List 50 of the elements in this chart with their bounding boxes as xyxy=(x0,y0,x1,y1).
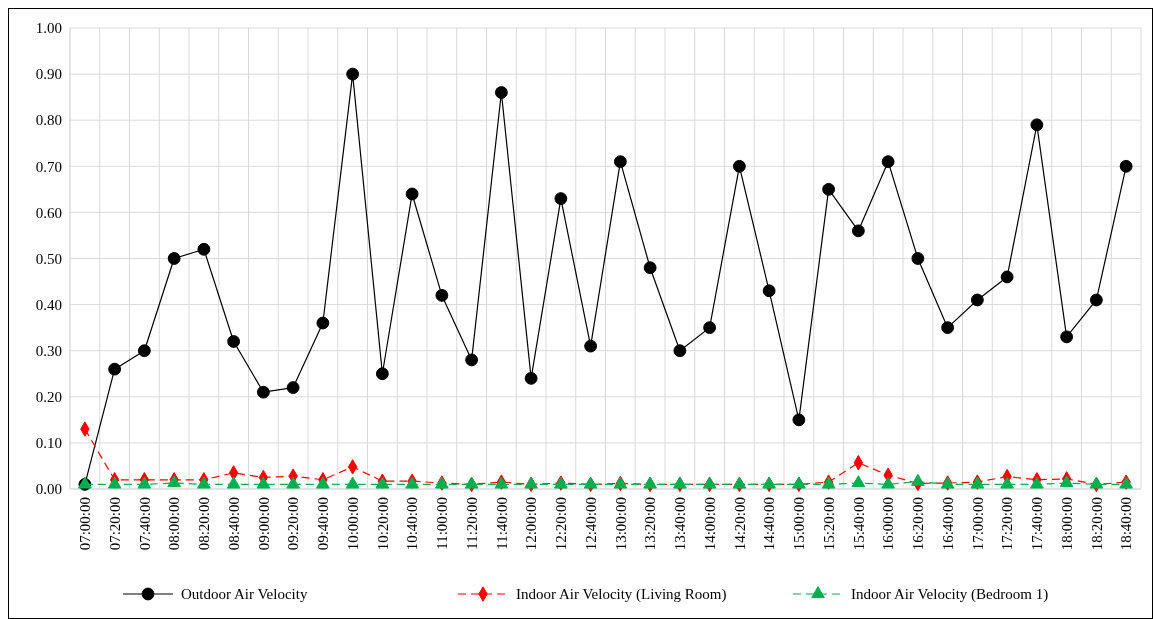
x-tick-label: 10:00:00 xyxy=(344,497,361,551)
x-tick-label: 17:40:00 xyxy=(1029,497,1046,551)
x-tick-label: 17:20:00 xyxy=(999,497,1016,551)
x-tick-label: 12:00:00 xyxy=(523,497,540,551)
x-tick-label: 18:00:00 xyxy=(1058,497,1075,551)
y-tick-label: 0.20 xyxy=(35,389,62,406)
x-tick-label: 15:20:00 xyxy=(820,497,837,551)
x-tick-label: 13:00:00 xyxy=(612,497,629,551)
y-tick-label: 0.80 xyxy=(35,112,62,129)
x-tick-label: 14:40:00 xyxy=(761,497,778,551)
x-tick-label: 09:40:00 xyxy=(315,497,332,551)
y-tick-label: 1.00 xyxy=(35,20,62,37)
x-tick-label: 10:40:00 xyxy=(404,497,421,551)
x-tick-label: 12:40:00 xyxy=(582,497,599,551)
x-tick-label: 16:40:00 xyxy=(939,497,956,551)
x-tick-label: 13:20:00 xyxy=(642,497,659,551)
x-tick-label: 11:00:00 xyxy=(434,497,451,550)
x-tick-label: 13:40:00 xyxy=(672,497,689,551)
x-tick-label: 08:00:00 xyxy=(166,497,183,551)
y-tick-label: 0.10 xyxy=(35,435,62,452)
x-tick-label: 07:00:00 xyxy=(77,497,94,551)
x-tick-label: 16:00:00 xyxy=(880,497,897,551)
y-tick-label: 0.50 xyxy=(35,250,62,267)
x-tick-label: 10:20:00 xyxy=(374,497,391,551)
x-tick-label: 09:00:00 xyxy=(255,497,272,551)
x-tick-label: 12:20:00 xyxy=(553,497,570,551)
y-tick-label: 0.60 xyxy=(35,204,62,221)
y-tick-label: 0.30 xyxy=(35,342,62,359)
y-tick-label: 0.70 xyxy=(35,158,62,175)
x-tick-label: 07:20:00 xyxy=(106,497,123,551)
y-tick-label: 0.00 xyxy=(35,481,62,498)
x-tick-label: 08:40:00 xyxy=(225,497,242,551)
x-tick-label: 15:00:00 xyxy=(791,497,808,551)
x-tick-label: 09:20:00 xyxy=(285,497,302,551)
x-tick-label: 14:20:00 xyxy=(731,497,748,551)
x-tick-label: 11:20:00 xyxy=(463,497,480,550)
legend-label: Indoor Air Velocity (Bedroom 1) xyxy=(851,586,1049,604)
x-tick-label: 15:40:00 xyxy=(850,497,867,551)
x-tick-label: 17:00:00 xyxy=(969,497,986,551)
y-tick-label: 0.90 xyxy=(35,66,62,83)
x-tick-label: 14:00:00 xyxy=(701,497,718,551)
x-tick-label: 18:20:00 xyxy=(1088,497,1105,551)
legend-label: Outdoor Air Velocity xyxy=(181,586,308,603)
x-tick-label: 18:40:00 xyxy=(1118,497,1135,551)
x-tick-label: 08:20:00 xyxy=(196,497,213,551)
x-tick-label: 16:20:00 xyxy=(910,497,927,551)
y-tick-label: 0.40 xyxy=(35,296,62,313)
legend-label: Indoor Air Velocity (Living Room) xyxy=(516,586,727,604)
x-tick-label: 11:40:00 xyxy=(493,497,510,550)
x-tick-label: 07:40:00 xyxy=(136,497,153,551)
